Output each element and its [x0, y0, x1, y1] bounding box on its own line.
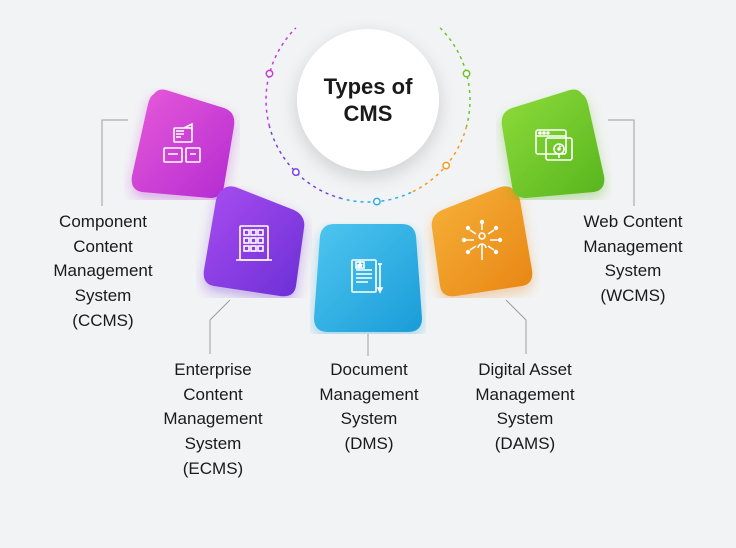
- wedge-dms: [310, 222, 426, 334]
- label-dms: DocumentManagementSystem(DMS): [298, 358, 440, 457]
- wedge-dams: [424, 186, 540, 298]
- building-icon: [228, 216, 280, 268]
- label-wcms: Web ContentManagementSystem(WCMS): [562, 210, 704, 309]
- hub-title: Types of CMS: [297, 73, 439, 128]
- wedge-ccms: [124, 88, 240, 200]
- document-icon: [342, 252, 394, 304]
- browser-icon: [528, 118, 580, 170]
- hub-circle: Types of CMS: [297, 29, 439, 171]
- diagram-canvas: Types of CMS ComponentContentManagementS…: [0, 0, 736, 548]
- leader-ecms: [210, 300, 230, 354]
- label-dams: Digital AssetManagementSystem(DAMS): [454, 358, 596, 457]
- label-ecms: EnterpriseContentManagementSystem(ECMS): [142, 358, 284, 481]
- label-ccms: ComponentContentManagementSystem(CCMS): [32, 210, 174, 333]
- wedge-wcms: [496, 88, 612, 200]
- leader-dams: [506, 300, 526, 354]
- touch-icon: [456, 216, 508, 268]
- wedge-ecms: [196, 186, 312, 298]
- boxes-icon: [156, 118, 208, 170]
